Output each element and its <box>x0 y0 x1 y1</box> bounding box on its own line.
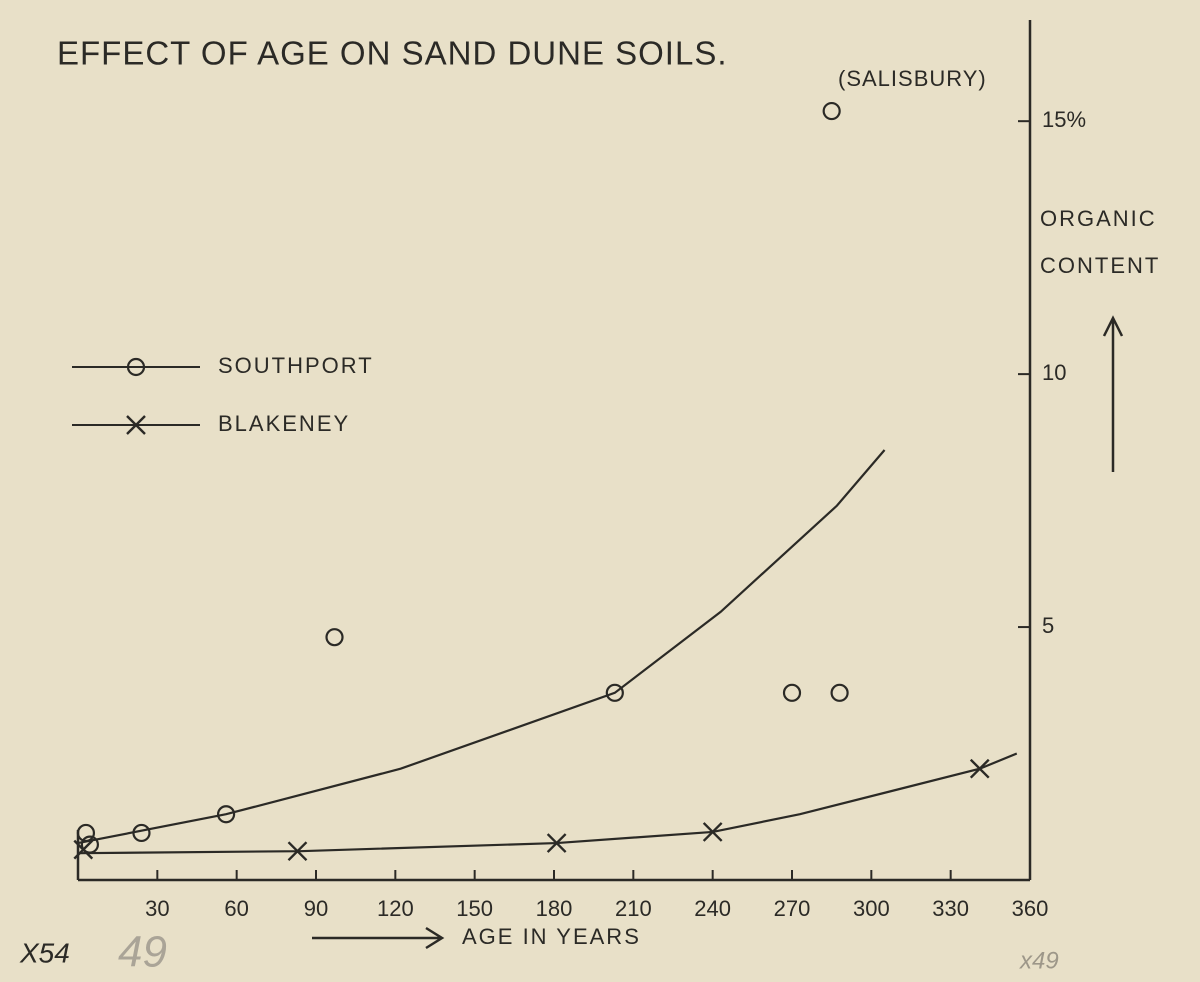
curve <box>77 752 1018 855</box>
marker <box>73 839 94 860</box>
note: x49 <box>1019 947 1059 974</box>
arrows <box>312 315 1124 950</box>
marker <box>325 628 344 647</box>
note: X54 <box>19 937 70 968</box>
legend-marker <box>126 415 146 435</box>
marker <box>969 758 990 779</box>
note: 49 <box>118 928 167 977</box>
x-tick-label: 120 <box>377 896 414 921</box>
x-arrow <box>312 926 445 950</box>
marker <box>132 823 151 843</box>
x-tick-label: 330 <box>932 896 969 921</box>
marker <box>605 683 624 702</box>
marker <box>782 683 802 702</box>
annotation: (SALISBURY) <box>838 66 987 91</box>
marker <box>822 101 841 121</box>
x-tick-label: 30 <box>145 896 169 921</box>
marker <box>216 805 236 824</box>
x-tick-label: 180 <box>536 896 573 921</box>
marker <box>546 833 567 853</box>
x-tick-label: 360 <box>1012 896 1049 921</box>
x-axis-label: AGE IN YEARS <box>462 924 641 949</box>
x-tick-label: 60 <box>224 896 248 921</box>
legend-marker <box>126 357 146 377</box>
marker <box>702 822 723 842</box>
x-tick-label: 240 <box>694 896 731 921</box>
x-tick-label: 90 <box>304 896 328 921</box>
y-tick-label: 5 <box>1042 613 1054 638</box>
marker <box>76 823 96 843</box>
legend-label: BLAKENEY <box>218 411 350 436</box>
marker <box>830 683 849 702</box>
legend-label: SOUTHPORT <box>218 353 374 378</box>
x-tick-label: 150 <box>456 896 493 921</box>
y-tick-label: 15% <box>1042 107 1086 132</box>
x-tick-label: 270 <box>774 896 811 921</box>
y-axis-label: CONTENT <box>1040 253 1160 278</box>
x-tick-label: 300 <box>853 896 890 921</box>
chart-title: EFFECT OF AGE ON SAND DUNE SOILS. <box>57 35 728 72</box>
curve <box>77 449 886 845</box>
y-axis-label: ORGANIC <box>1040 206 1157 231</box>
y-arrow <box>1102 315 1124 472</box>
x-tick-label: 210 <box>615 896 652 921</box>
marker <box>287 841 308 862</box>
y-tick-label: 10 <box>1042 360 1066 385</box>
